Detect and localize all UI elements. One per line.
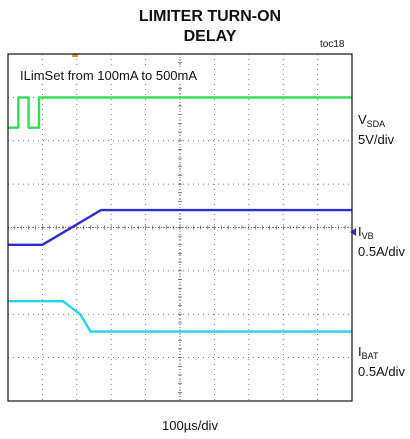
channel-label-ibat: IBAT 0.5A/div xyxy=(358,344,405,379)
figure-id: toc18 xyxy=(320,39,345,50)
channel-symbol: V xyxy=(358,112,367,127)
channel-subscript: BAT xyxy=(361,351,379,361)
chart-title-line1: LIMITER TURN-ON xyxy=(138,8,282,25)
chart-title-line2: DELAY xyxy=(183,28,237,45)
trace-ibat xyxy=(8,300,352,333)
channel-symbol: I xyxy=(358,344,362,359)
channel-scale: 5V/div xyxy=(358,132,395,147)
channel-scale: 0.5A/div xyxy=(358,364,405,379)
annotation-text: ILimSet from 100mA to 500mA xyxy=(18,68,200,83)
x-axis-scale: 100µs/div xyxy=(162,418,218,433)
channel-symbol: I xyxy=(358,224,362,239)
channel-scale: 0.5A/div xyxy=(358,244,405,259)
graticule xyxy=(7,54,353,402)
channel-subscript: SDA xyxy=(366,119,386,129)
channel-subscript: VB xyxy=(361,231,374,241)
channel-label-ivb: IVB 0.5A/div xyxy=(358,224,405,259)
trace-ivb xyxy=(8,208,352,247)
channel-label-vsda: VSDA 5V/div xyxy=(358,112,394,147)
ivb-ground-marker-icon xyxy=(350,228,356,236)
traces xyxy=(8,96,352,333)
trigger-marker-icon xyxy=(72,53,78,57)
trace-vsda xyxy=(8,96,352,129)
plot-frame xyxy=(7,53,353,402)
